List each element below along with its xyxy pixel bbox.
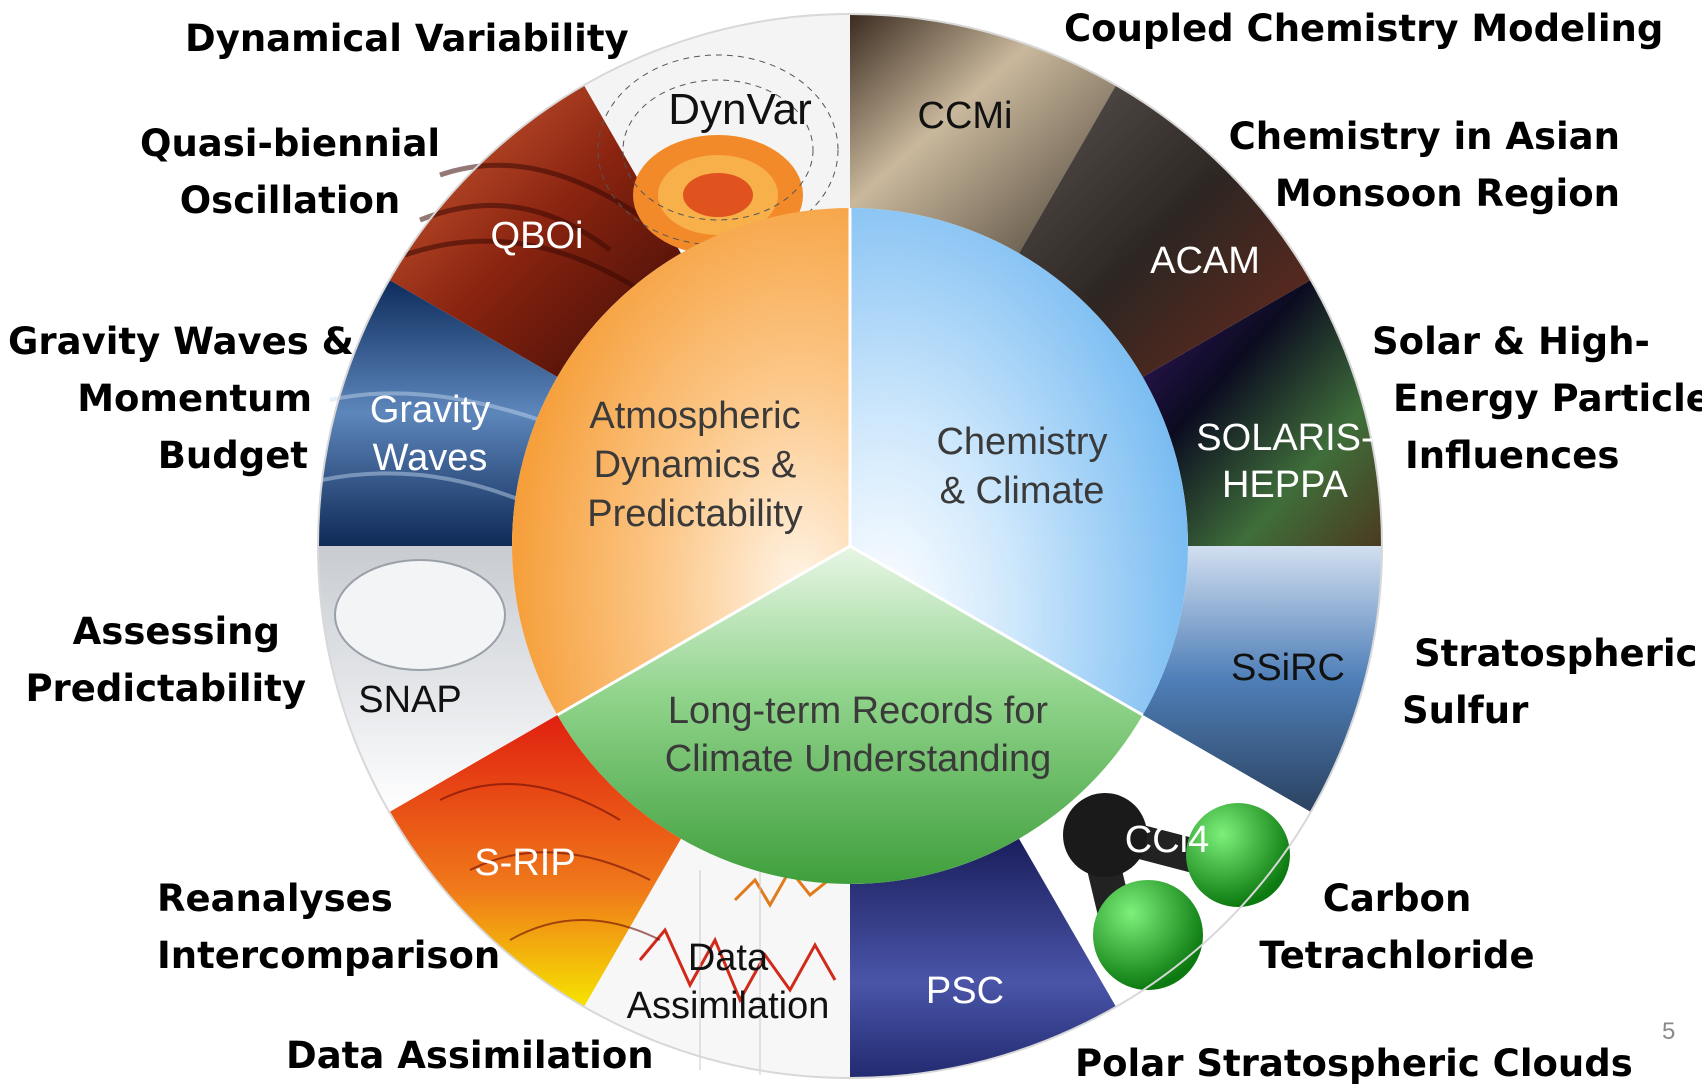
label-solar-line3: Influences <box>1405 434 1620 477</box>
dynamics-lobe <box>512 208 850 715</box>
label-qbo-line1: Quasi-biennial <box>140 122 441 165</box>
data-assimilation-sector <box>584 838 850 1078</box>
label-gravity-waves-line2: Momentum <box>77 377 312 420</box>
acam-label: ACAM <box>1150 240 1260 282</box>
snap-tree <box>334 559 506 671</box>
gravity-waves-label-line2: Waves <box>373 437 488 479</box>
solaris-label-line2: HEPPA <box>1222 464 1349 506</box>
gravity-waves-sector <box>318 280 558 546</box>
srip-label: S-RIP <box>474 842 575 884</box>
chemistry-lobe <box>850 208 1188 715</box>
dynamics-title-line1: Atmospheric <box>589 395 800 437</box>
ccl4-molecule <box>1063 793 1290 990</box>
label-sulfur-line1: Stratospheric <box>1414 632 1698 675</box>
dynamics-title-line3: Predictability <box>587 493 802 535</box>
label-predictability: Assessing Predictability <box>20 603 306 717</box>
gravity-waves-label-line1: Gravity <box>370 389 490 431</box>
data-assimilation-traces <box>638 867 837 1075</box>
qboi-label: QBOi <box>491 215 584 257</box>
acam-sector <box>1019 85 1311 378</box>
label-reanalyses: Reanalyses Intercomparison <box>157 870 501 984</box>
ssirc-label: SSiRC <box>1231 647 1345 689</box>
label-gravity-waves-line3: Budget <box>157 434 308 477</box>
srip-sector <box>389 715 681 1007</box>
ccl4-label: CCl4 <box>1125 819 1209 861</box>
label-data-assimilation: Data Assimilation <box>286 1034 654 1077</box>
snap-label: SNAP <box>358 679 461 721</box>
label-predictability-line1: Assessing <box>72 610 280 653</box>
label-predictability-line2: Predictability <box>25 667 306 710</box>
label-sulfur-line2: Sulfur <box>1402 689 1529 732</box>
label-solar-line2: Energy Particle <box>1393 377 1702 420</box>
label-qbo: Quasi-biennial Oscillation <box>140 115 440 229</box>
records-title-line2: Climate Understanding <box>665 738 1052 780</box>
records-title-line1: Long-term Records for <box>668 690 1048 732</box>
srip-contours <box>439 783 661 941</box>
solaris-label-line1: SOLARIS- <box>1196 417 1373 459</box>
label-asian-monsoon-line1: Monsoon Region <box>1274 172 1620 215</box>
label-solar-line1: Solar & High- <box>1372 320 1650 363</box>
label-carbon-tet-line1: Carbon <box>1322 877 1472 920</box>
label-reanalyses-line2: Intercomparison <box>157 934 501 977</box>
gravity-waves-streaks <box>321 391 541 502</box>
ccmi-label: CCMi <box>918 95 1013 137</box>
label-carbon-tet-line2: Tetrachloride <box>1259 934 1535 977</box>
psc-sector <box>850 838 1116 1078</box>
dynvar-contours <box>597 54 839 255</box>
label-solar: Solar & High- Energy Particle Influences <box>1372 313 1702 484</box>
label-gravity-waves: Gravity Waves & Momentum Budget <box>8 313 354 484</box>
label-qbo-line2: Oscillation <box>179 179 401 222</box>
label-asian-monsoon-line1: Chemistry in Asian <box>1228 115 1620 158</box>
qboi-sector <box>389 85 681 378</box>
label-coupled-chemistry: Coupled Chemistry Modeling <box>1064 7 1664 50</box>
records-lobe <box>557 546 1143 884</box>
page-number: 5 <box>1662 1018 1676 1045</box>
chemistry-title-line1: Chemistry <box>936 421 1107 463</box>
qboi-texture <box>404 162 662 293</box>
label-dynamical-variability: Dynamical Variability <box>185 17 629 60</box>
label-psc: Polar Stratospheric Clouds <box>1075 1042 1633 1085</box>
dynvar-label: DynVar <box>668 85 811 134</box>
ssirc-sector <box>1142 546 1382 812</box>
label-reanalyses-line1: Reanalyses <box>157 877 393 920</box>
ccmi-sector <box>850 14 1116 254</box>
label-sulfur: Stratospheric Sulfur <box>1402 625 1698 739</box>
data-assimilation-label-line1: Data <box>688 937 769 979</box>
label-gravity-waves-line1: Gravity Waves & <box>8 320 354 363</box>
label-carbon-tet: Carbon Tetrachloride <box>1252 870 1542 984</box>
label-asian-monsoon: Chemistry in Asian Monsoon Region <box>1210 108 1620 222</box>
psc-label: PSC <box>926 970 1004 1012</box>
data-assimilation-label-line2: Assimilation <box>627 985 830 1027</box>
dynamics-title-line2: Dynamics & <box>594 444 797 486</box>
solaris-sector <box>1142 280 1382 546</box>
chemistry-title-line2: & Climate <box>940 470 1105 512</box>
